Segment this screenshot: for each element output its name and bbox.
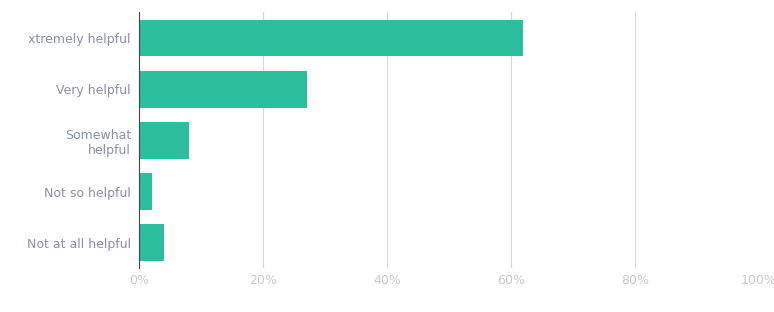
Bar <box>139 122 189 159</box>
Bar <box>139 20 523 56</box>
Bar <box>139 224 164 261</box>
Bar <box>139 71 307 108</box>
Bar <box>139 173 152 210</box>
